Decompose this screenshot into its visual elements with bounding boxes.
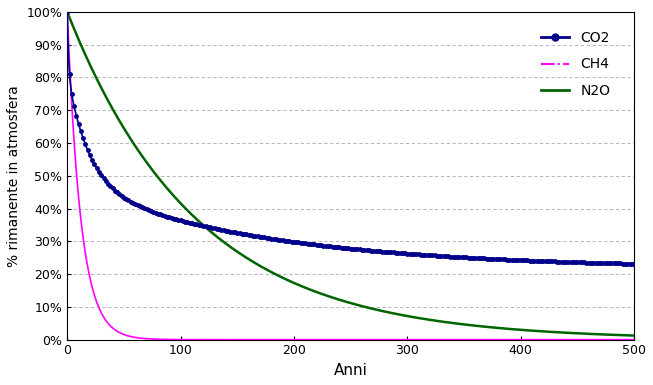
- X-axis label: Anni: Anni: [334, 363, 368, 378]
- Legend: CO2, CH4, N2O: CO2, CH4, N2O: [535, 25, 616, 104]
- Y-axis label: % rimanente in atmosfera: % rimanente in atmosfera: [7, 85, 21, 267]
